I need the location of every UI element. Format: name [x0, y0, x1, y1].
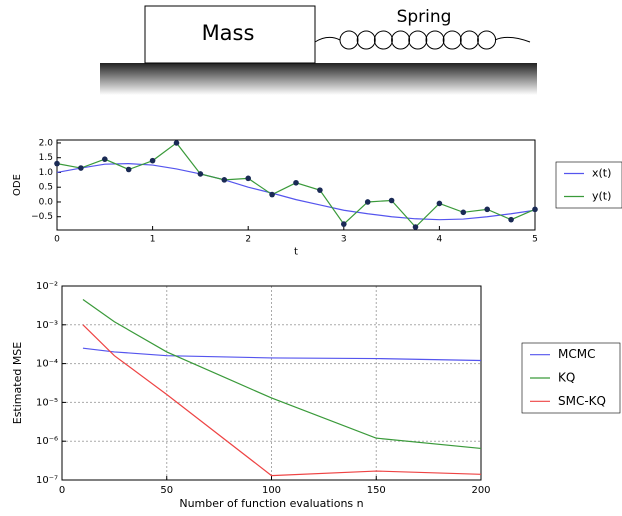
spring-coil: [356, 30, 376, 50]
data-point: [484, 206, 491, 213]
spring-coil: [339, 30, 359, 50]
spring-end: [314, 36, 531, 43]
data-point: [436, 200, 443, 207]
x-tick-label: 100: [262, 485, 281, 496]
data-point: [460, 209, 467, 216]
data-point: [341, 221, 347, 227]
data-point: [532, 206, 538, 213]
data-point: [245, 175, 251, 182]
x-tick-label: 50: [160, 485, 173, 496]
data-point: [269, 191, 275, 198]
y-tick-label: 10⁻³: [36, 320, 58, 331]
y-tick-label: 1.0: [39, 168, 54, 178]
spring-label: Spring: [397, 7, 452, 27]
y-tick-label: 2.0: [39, 138, 54, 148]
series-line: [56, 163, 536, 221]
data-point: [508, 216, 514, 223]
x-axis-label: Number of function evaluations n: [179, 497, 363, 510]
x-tick-label: 200: [471, 485, 490, 496]
y-tick-label: 10⁻⁴: [36, 359, 58, 370]
data-point: [102, 156, 108, 162]
y-axis-label: ODE: [12, 174, 23, 196]
mass-label: Mass: [202, 21, 255, 45]
y-tick-label: 10⁻²: [36, 281, 58, 292]
data-point: [388, 197, 395, 204]
data-point: [412, 224, 419, 230]
data-point: [317, 187, 323, 193]
data-point: [221, 177, 228, 183]
spring-coil: [408, 30, 428, 50]
legend-label: y(t): [592, 190, 611, 203]
mass-box: [144, 5, 316, 64]
plot-frame: [61, 285, 482, 481]
series-line: [82, 298, 482, 450]
x-tick-label: 150: [367, 485, 386, 496]
data-point: [125, 166, 132, 173]
legend-label: SMC-KQ: [558, 394, 606, 408]
data-point: [78, 165, 84, 171]
x-tick-label: 1: [150, 235, 156, 245]
series-line: [82, 324, 482, 477]
y-tick-label: 0.0: [39, 197, 54, 207]
series-line: [82, 347, 482, 362]
y-tick-label: 10⁻⁵: [36, 397, 58, 408]
legend-label: x(t): [592, 167, 611, 180]
data-point: [197, 171, 204, 177]
data-point: [293, 179, 299, 186]
spring-coil: [425, 30, 445, 50]
x-tick-label: 0: [59, 485, 65, 496]
data-point: [54, 160, 60, 167]
x-tick-label: 3: [341, 235, 347, 245]
ground: [100, 63, 537, 95]
y-axis-label: Estimated MSE: [11, 342, 24, 425]
mass-spring-diagram: Mass Spring: [100, 5, 537, 95]
legend-label: KQ: [558, 371, 575, 385]
x-tick-label: 4: [437, 235, 443, 245]
x-tick-label: 2: [245, 235, 251, 245]
x-tick-label: 5: [532, 235, 538, 245]
spring-coil: [477, 30, 497, 50]
x-axis-label: t: [294, 247, 298, 258]
spring-coil: [459, 30, 479, 50]
y-tick-label: 1.5: [39, 153, 53, 163]
data-point: [173, 140, 180, 146]
y-tick-label: 0.5: [39, 183, 53, 193]
legend-label: MCMC: [558, 347, 595, 361]
spring-coil: [442, 30, 462, 50]
spring: [314, 30, 531, 50]
data-point: [364, 199, 371, 205]
spring-coil: [373, 30, 393, 50]
y-tick-label: 10⁻⁷: [36, 475, 58, 486]
spring-coil: [391, 30, 411, 50]
x-tick-label: 0: [54, 235, 60, 245]
data-point: [149, 157, 156, 164]
y-tick-label: 10⁻⁶: [36, 436, 58, 447]
legend-box: [555, 161, 622, 209]
y-tick-label: −0.5: [31, 212, 53, 222]
plot-frame: [56, 139, 536, 231]
